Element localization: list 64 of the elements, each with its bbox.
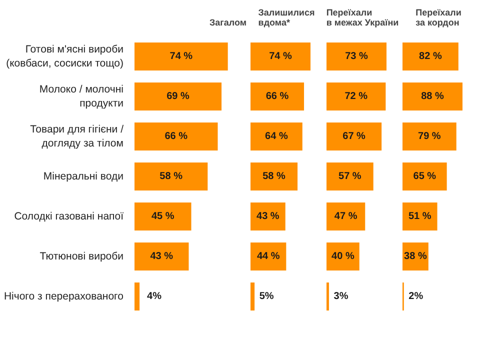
bar <box>134 42 228 70</box>
bar <box>402 162 447 190</box>
data-label: 58 % <box>262 171 286 182</box>
chart-title: Переїхали за кордон <box>416 8 462 28</box>
bar <box>326 82 386 110</box>
data-label: 40 % <box>332 251 354 262</box>
data-label: 74 % <box>170 51 193 62</box>
data-label: 66 % <box>164 131 188 142</box>
data-label: 45 % <box>151 211 174 222</box>
data-label: 2% <box>408 291 424 302</box>
data-label: 69 % <box>166 91 190 102</box>
y-tick-label: Солодкі газовані напої <box>14 210 124 222</box>
data-label: 88 % <box>421 91 444 102</box>
data-label: 65 % <box>413 171 436 182</box>
data-label: 5% <box>259 291 274 302</box>
bar <box>250 242 286 270</box>
data-label: 43 % <box>256 211 280 222</box>
bar <box>134 122 218 150</box>
data-label: 38 % <box>404 251 427 262</box>
bar <box>326 122 382 150</box>
data-label: 3% <box>334 291 348 302</box>
bar <box>402 202 438 230</box>
bar <box>134 242 189 270</box>
chart-title: Загалом <box>209 18 247 28</box>
bar <box>134 282 140 310</box>
data-label: 57 % <box>338 171 362 182</box>
bar <box>402 42 458 70</box>
data-label: 51 % <box>408 211 432 222</box>
y-tick-label: Товари для гігієни / догляду за тілом <box>30 123 124 150</box>
bar <box>326 202 366 230</box>
bar <box>402 82 462 110</box>
data-label: 72 % <box>344 91 368 102</box>
bar <box>250 202 286 230</box>
bar <box>250 82 304 110</box>
bar <box>250 282 255 310</box>
bar <box>250 162 298 190</box>
data-label: 73 % <box>345 51 368 62</box>
bar <box>134 202 192 230</box>
data-label: 47 % <box>334 211 358 222</box>
bar <box>134 162 208 190</box>
data-label: 82 % <box>419 51 442 62</box>
data-label: 64 % <box>265 131 288 142</box>
chart-title: Залишилися вдома* <box>258 8 315 28</box>
data-label: 66 % <box>266 91 289 102</box>
data-label: 79 % <box>418 131 441 142</box>
y-tick-label: Молоко / молочні продукти <box>39 83 124 110</box>
y-tick-label: Мінеральні води <box>43 170 124 182</box>
y-tick-label: Готові м'ясні вироби (ковбаси, сосиски тощо) <box>6 43 124 70</box>
chart-title: Переїхали в межах України <box>326 8 399 28</box>
y-tick-label: Нічого з перерахованого <box>4 290 124 302</box>
bar <box>326 242 360 270</box>
data-label: 74 % <box>269 51 292 62</box>
bar <box>250 42 310 70</box>
bar <box>402 122 456 150</box>
bar <box>326 162 374 190</box>
data-label: 43 % <box>150 251 174 262</box>
data-label: 44 % <box>256 251 280 262</box>
y-tick-label: Тютюнові вироби <box>40 250 124 262</box>
data-label: 4% <box>147 291 162 302</box>
bar <box>326 42 386 70</box>
data-label: 58 % <box>160 171 183 182</box>
data-label: 67 % <box>342 131 366 142</box>
bar <box>134 82 222 110</box>
bar <box>250 122 302 150</box>
